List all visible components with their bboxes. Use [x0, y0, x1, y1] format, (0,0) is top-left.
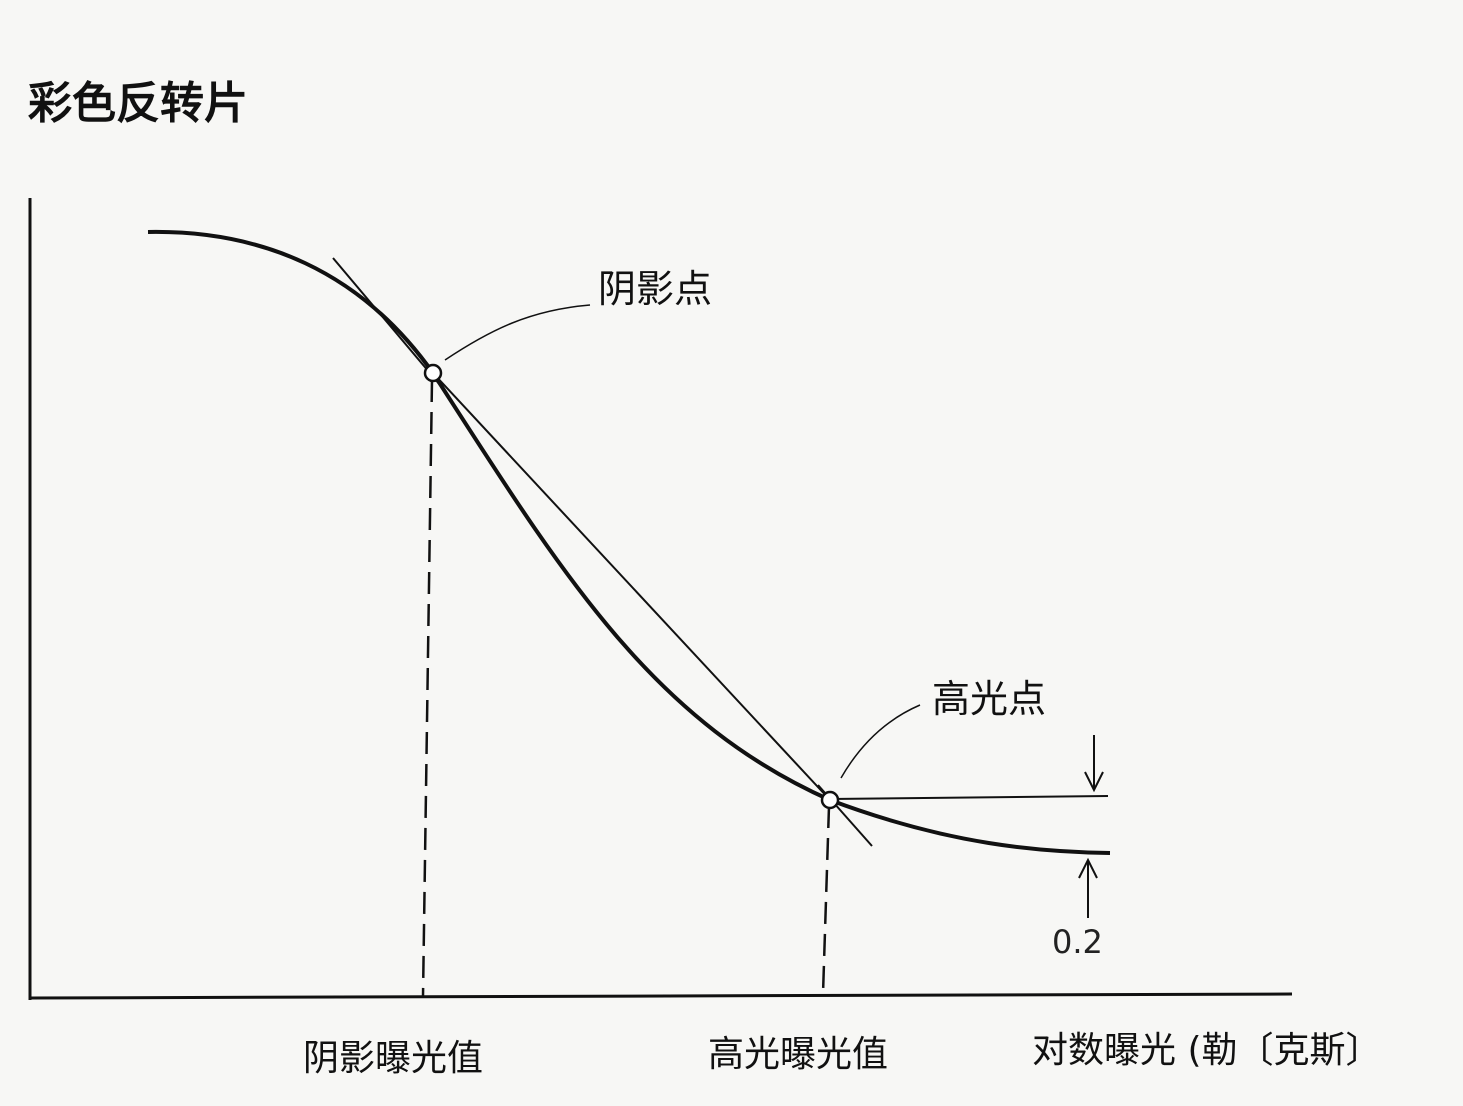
x-axis-label: 对数曝光 (勒〔克斯〕 [1032, 1030, 1382, 1071]
shadow-point-marker [423, 363, 443, 383]
highlight-exposure-label: 高光曝光值 [708, 1034, 888, 1075]
shadow-point-label: 阴影点 [598, 267, 712, 311]
highlight-drop-line [821, 805, 831, 995]
highlight-point-label: 高光点 [932, 677, 1046, 721]
diagram-title: 彩色反转片 [28, 78, 248, 129]
highlight-point-marker [820, 790, 840, 810]
down-arrow-icon [1084, 735, 1104, 793]
shadow-drop-line [421, 379, 434, 997]
shadow-tangent-line [332, 257, 441, 386]
characteristic-curve [147, 229, 1111, 855]
chord-line [432, 372, 831, 801]
highlight-point-leader [840, 704, 921, 779]
shadow-point-leader [444, 304, 591, 361]
x-axis [29, 992, 1293, 1000]
highlight-reference-line [829, 795, 1109, 800]
shadow-exposure-label: 阴影曝光值 [303, 1038, 483, 1079]
density-offset-label: 0.2 [1052, 923, 1103, 961]
up-arrow-icon [1078, 857, 1098, 918]
